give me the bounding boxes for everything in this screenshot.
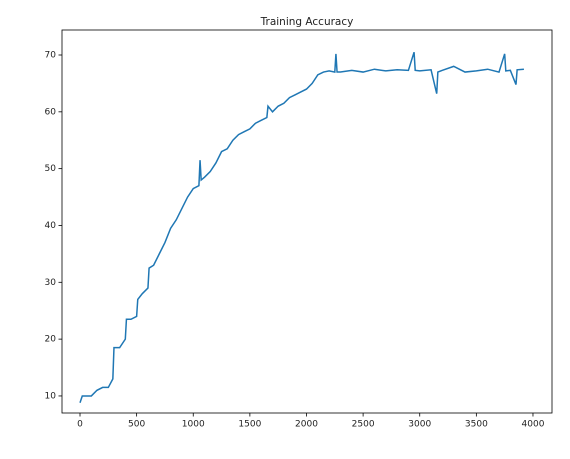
y-tick-label: 50: [45, 164, 57, 174]
plot-frame: [61, 29, 553, 414]
line: [79, 51, 524, 404]
y-tick-label: 60: [45, 107, 57, 117]
x-tick-label: 1000: [182, 420, 205, 430]
x-tick-label: 2500: [352, 420, 375, 430]
y-tick-label: 40: [45, 221, 57, 231]
y-tick-label: 10: [45, 391, 57, 401]
x-tick-label: 1500: [238, 420, 261, 430]
x-tick-label: 3000: [408, 420, 431, 430]
y-tick-label: 20: [45, 335, 57, 345]
x-tick-label: 0: [77, 420, 83, 430]
y-tick-label: 30: [45, 278, 57, 288]
chart-title: Training Accuracy: [260, 16, 354, 28]
y-tick-label: 70: [45, 51, 57, 61]
x-tick-label: 4000: [522, 420, 545, 430]
x-tick-label: 2000: [295, 420, 318, 430]
x-tick-label: 3500: [465, 420, 488, 430]
x-tick-label: 500: [128, 420, 145, 430]
